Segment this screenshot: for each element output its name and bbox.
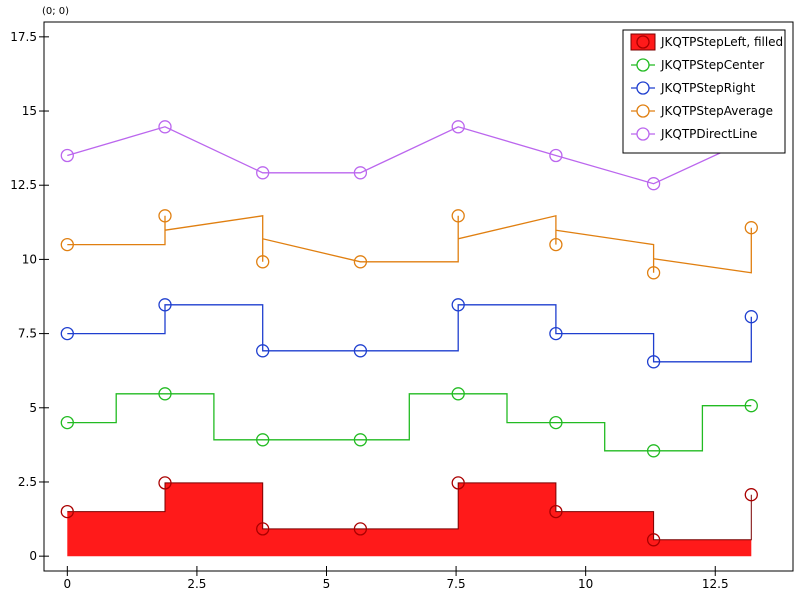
data-point-s4-4 xyxy=(451,120,465,134)
data-point-s1-3 xyxy=(353,433,368,447)
origin-label: (0; 0) xyxy=(42,6,70,17)
plot-frame xyxy=(43,21,794,572)
data-point-s0-6 xyxy=(646,533,661,547)
legend-marker-1 xyxy=(636,58,650,72)
x-tick-label: 12.5 xyxy=(702,577,729,591)
data-point-s3-4 xyxy=(451,209,465,223)
y-tick-label: 2.5 xyxy=(18,475,37,489)
data-point-s4-0 xyxy=(60,148,74,163)
series-fill-0 xyxy=(67,482,752,557)
legend-marker-3 xyxy=(636,104,650,118)
data-point-s2-6 xyxy=(646,355,661,369)
data-point-s3-7 xyxy=(744,221,758,235)
series-layer xyxy=(60,120,758,557)
legend[interactable]: JKQTPStepLeft, filled JKQTPStepCenter JKQT… xyxy=(622,29,786,154)
data-point-s2-4 xyxy=(451,298,465,312)
data-point-s4-1 xyxy=(158,120,172,134)
legend-marker-0 xyxy=(636,35,650,49)
data-point-s0-3 xyxy=(353,522,368,536)
data-point-s2-1 xyxy=(158,298,172,312)
axis-layer: 0 2.5 5 7.5 10 12.5 0 2.5 5 7.5 10 12.5 15 17.5 xyxy=(10,30,728,591)
series-line-1 xyxy=(67,393,752,452)
data-point-s3-3 xyxy=(353,255,368,269)
legend-label-4: JKQTPDirectLine xyxy=(660,127,757,141)
data-point-s3-5 xyxy=(549,237,563,252)
y-tick-label: 10 xyxy=(22,252,37,266)
y-tick-label: 17.5 xyxy=(10,30,37,44)
data-point-s1-5 xyxy=(549,415,563,430)
data-point-s0-1 xyxy=(158,476,172,490)
legend-label-3: JKQTPStepAverage xyxy=(660,104,773,118)
data-point-s3-1 xyxy=(158,209,172,223)
data-point-s1-6 xyxy=(646,444,661,458)
data-point-s0-4 xyxy=(451,476,465,490)
series-line-2 xyxy=(67,304,752,363)
x-tick-label: 2.5 xyxy=(187,577,206,591)
data-point-s3-0 xyxy=(60,237,74,252)
series-line-3 xyxy=(67,214,752,274)
y-tick-label: 15 xyxy=(22,104,37,118)
legend-label-1: JKQTPStepCenter xyxy=(660,58,764,72)
data-point-s4-6 xyxy=(646,177,661,191)
x-tick-label: 10 xyxy=(578,577,593,591)
legend-label-0: JKQTPStepLeft, filled xyxy=(660,35,783,49)
data-point-s2-0 xyxy=(60,326,74,341)
data-point-s1-7 xyxy=(744,399,758,413)
data-point-s1-0 xyxy=(60,415,74,430)
legend-marker-4 xyxy=(636,127,650,141)
data-point-s1-2 xyxy=(256,433,270,447)
data-point-s2-5 xyxy=(549,326,563,341)
y-tick-label: 12.5 xyxy=(10,178,37,192)
legend-label-2: JKQTPStepRight xyxy=(660,81,756,95)
data-point-s2-7 xyxy=(744,310,758,324)
series-line-0 xyxy=(67,482,752,541)
series-line-4 xyxy=(67,126,752,185)
data-point-s1-4 xyxy=(451,387,465,401)
data-point-s0-7 xyxy=(744,488,758,502)
data-point-s4-5 xyxy=(549,148,563,163)
data-point-s0-2 xyxy=(256,522,270,536)
data-point-s0-5 xyxy=(549,504,563,519)
data-point-s3-2 xyxy=(256,255,270,269)
y-tick-label: 0 xyxy=(29,549,37,563)
x-tick-label: 0 xyxy=(64,577,72,591)
data-point-s1-1 xyxy=(158,387,172,401)
legend-marker-2 xyxy=(636,81,650,95)
y-tick-label: 7.5 xyxy=(18,327,37,341)
data-point-s4-3 xyxy=(353,166,368,180)
data-point-s2-2 xyxy=(256,344,270,358)
x-tick-label: 7.5 xyxy=(447,577,466,591)
data-point-s4-2 xyxy=(256,166,270,180)
data-point-s3-6 xyxy=(646,266,661,280)
x-tick-label: 5 xyxy=(323,577,331,591)
legend-swatch-0 xyxy=(630,33,656,51)
y-tick-label: 5 xyxy=(29,401,37,415)
data-point-s2-3 xyxy=(353,344,368,358)
data-point-s0-0 xyxy=(60,504,74,519)
